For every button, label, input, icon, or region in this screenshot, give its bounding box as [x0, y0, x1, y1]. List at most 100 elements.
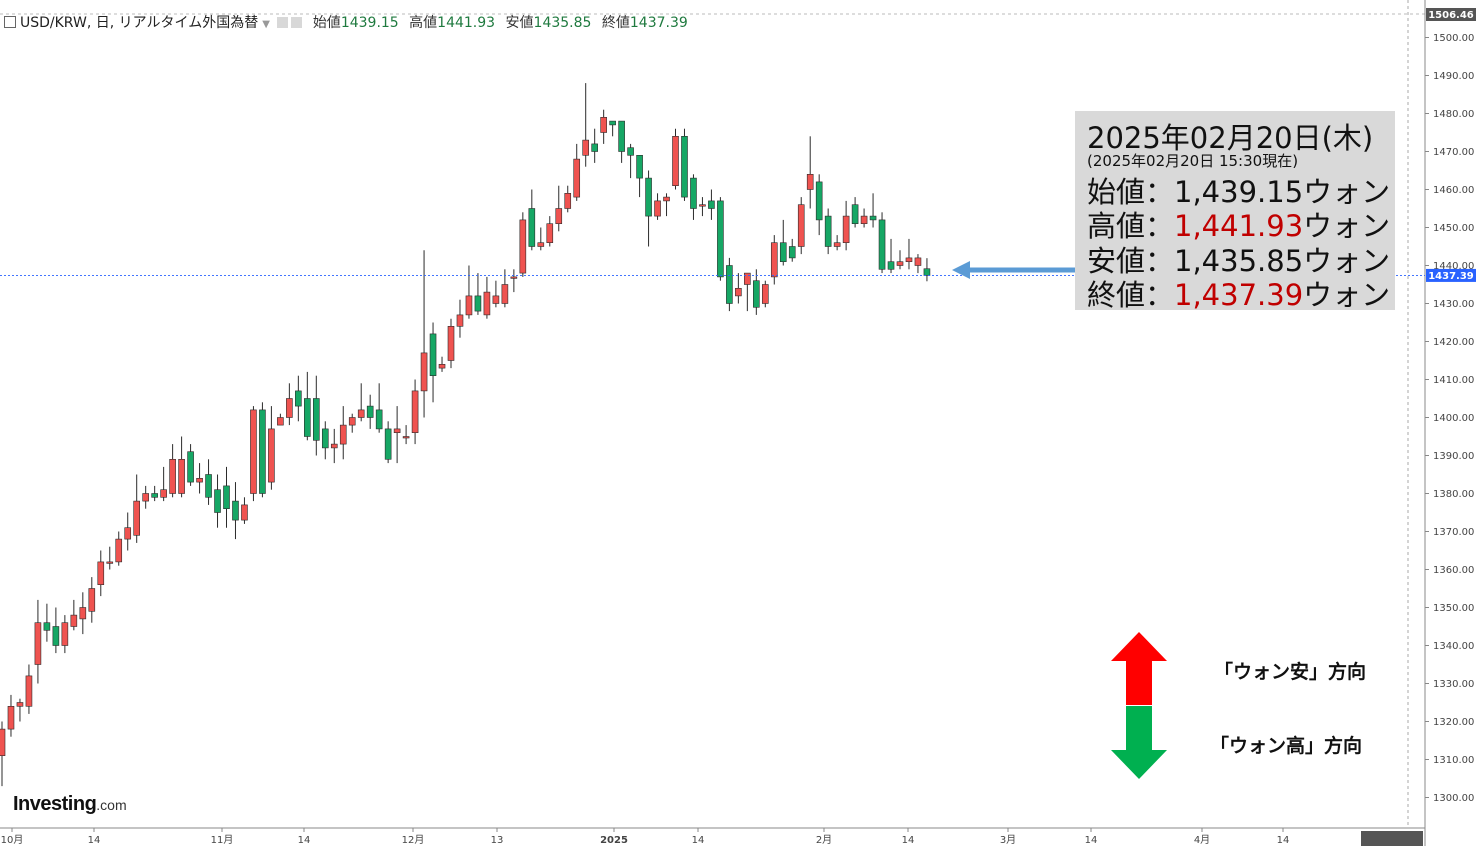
candle-body — [824, 215, 832, 247]
candle-body — [196, 477, 203, 483]
candle-body — [393, 428, 401, 433]
candle-body — [295, 390, 302, 407]
info-close-label: 終値： — [1087, 278, 1175, 312]
candle-body — [519, 219, 527, 274]
candle — [187, 444, 194, 486]
candle — [223, 466, 230, 528]
candle-body — [779, 242, 787, 262]
info-unit: ウォン — [1303, 209, 1391, 243]
candle-body — [70, 614, 78, 627]
candle-body — [600, 117, 607, 133]
candle-body — [124, 527, 132, 540]
candle — [851, 197, 859, 228]
candle-body — [833, 242, 841, 247]
candle — [339, 406, 347, 460]
symbol-title[interactable]: USD/KRW, 日, リアルタイム外国為替 — [20, 15, 259, 31]
candles — [0, 83, 931, 787]
info-unit: ウォン — [1303, 278, 1391, 312]
dropdown-icon[interactable]: ▼ — [262, 19, 270, 30]
candle-body — [7, 705, 15, 730]
candle — [923, 258, 931, 282]
candle — [878, 212, 886, 274]
candle-body — [456, 314, 464, 327]
down-arrow-icon — [1111, 706, 1167, 779]
settings-icon[interactable] — [277, 17, 289, 28]
pointer-arrow-icon — [952, 261, 1075, 279]
candle-body — [582, 139, 590, 156]
candle — [600, 109, 607, 144]
candle-body — [402, 436, 410, 439]
candle-body — [761, 284, 769, 304]
candle — [546, 216, 554, 247]
candle-body — [214, 489, 221, 513]
candle — [744, 272, 751, 312]
current-price-tag: 1437.39 — [1426, 268, 1476, 282]
info-close-row: 終値：1,437.39ウォン — [1087, 272, 1390, 314]
candle — [447, 318, 455, 369]
candle — [654, 193, 661, 220]
candle-body — [654, 200, 661, 217]
candle — [708, 189, 715, 220]
candle-body — [465, 295, 473, 316]
candle-body — [52, 626, 60, 646]
candle-body — [357, 409, 365, 418]
info-date: 2025年02月20日(木) — [1087, 121, 1374, 155]
x-tick-label: 12月 — [402, 834, 425, 846]
candle — [914, 254, 922, 274]
candle — [330, 428, 338, 464]
candle-body — [178, 458, 185, 494]
candle-body — [510, 276, 518, 279]
candle-body — [609, 120, 616, 126]
x-tick-label: 11月 — [211, 834, 234, 846]
candle — [833, 235, 841, 251]
candle-body — [573, 158, 581, 198]
candle-body — [726, 265, 733, 304]
candle-body — [250, 409, 257, 494]
y-tick-label: 1380.00 — [1433, 489, 1474, 500]
candle-body — [806, 174, 814, 190]
x-tick-label: 14 — [298, 835, 311, 846]
candle — [124, 512, 132, 551]
candle-body — [0, 728, 6, 756]
candle-body — [277, 417, 284, 426]
candle-body — [869, 215, 877, 221]
candle-body — [97, 561, 105, 586]
y-tick-label: 1330.00 — [1433, 679, 1474, 690]
candle-body — [483, 291, 491, 316]
candle-body — [591, 143, 598, 152]
candle-body — [384, 428, 392, 460]
x-tick-label: 14 — [88, 835, 101, 846]
info-open-label: 始値： — [1087, 175, 1175, 209]
candle — [824, 208, 832, 255]
info-high-value: 1,441.93 — [1174, 209, 1304, 243]
candle — [887, 238, 895, 274]
brand-logo[interactable]: Investing.com — [13, 793, 127, 816]
header-close-value: 1437.39 — [629, 15, 688, 31]
candle — [438, 356, 446, 372]
candle-body — [501, 284, 509, 304]
candle-body — [564, 193, 572, 209]
info-low-value: 1,435.85 — [1174, 244, 1304, 278]
candle-body — [25, 675, 33, 707]
candle — [88, 577, 96, 623]
candle — [411, 379, 419, 445]
y-tick-label: 1420.00 — [1433, 337, 1474, 348]
candle — [699, 197, 706, 217]
candle — [555, 185, 563, 232]
info-high-label: 高値： — [1087, 209, 1175, 243]
candle — [483, 276, 491, 319]
candle — [564, 185, 572, 213]
info-unit: ウォン — [1303, 175, 1391, 209]
y-tick-label: 1440.00 — [1433, 261, 1474, 272]
candle — [896, 250, 904, 270]
info-unit: ウォン — [1303, 244, 1391, 278]
collapse-icon[interactable] — [4, 16, 16, 28]
candle — [34, 599, 42, 684]
y-axis-ticks: 1300.00 1310.00 1320.00 1330.00 1340.00 1350.… — [1425, 33, 1474, 804]
candle-body — [860, 215, 868, 225]
candle — [842, 200, 850, 251]
candle-body — [923, 268, 931, 276]
candle-body — [636, 155, 643, 179]
gear-icon[interactable] — [291, 17, 303, 28]
